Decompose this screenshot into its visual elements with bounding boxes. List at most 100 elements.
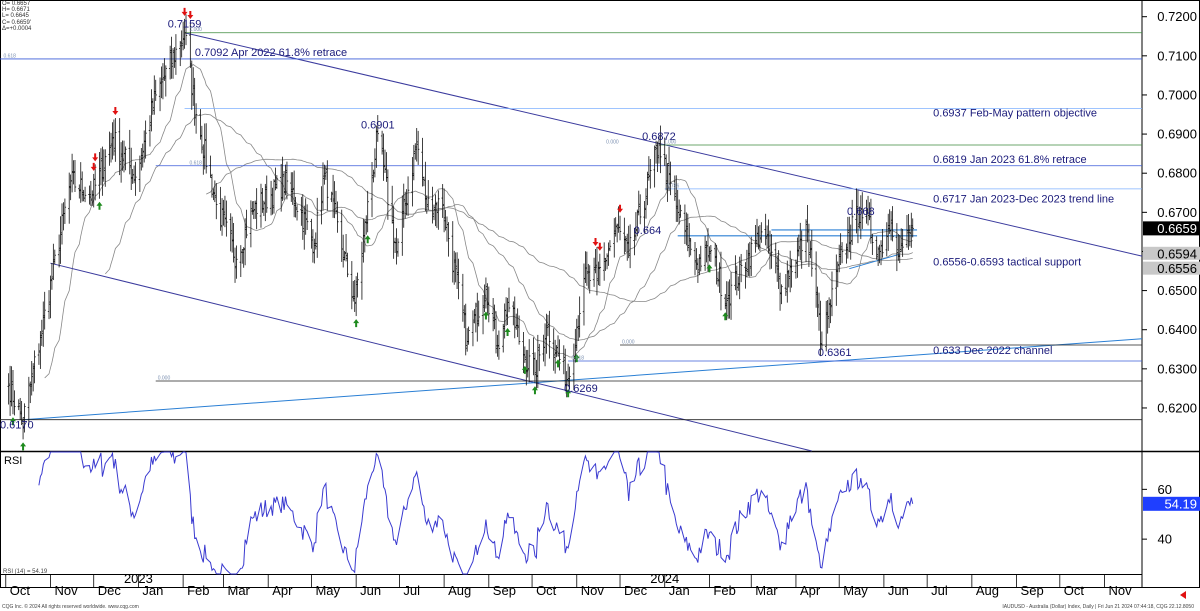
ohlc-bar bbox=[796, 237, 799, 278]
ohlc-bar bbox=[203, 123, 206, 170]
ohlc-bar bbox=[153, 75, 156, 115]
ohlc-bar bbox=[98, 152, 101, 199]
ohlc-bar bbox=[199, 109, 202, 140]
fib-ratio-label: 0.786 bbox=[667, 183, 680, 189]
ohlc-bar bbox=[252, 200, 255, 220]
ohlc-bar bbox=[800, 230, 803, 269]
ohlc-bar bbox=[200, 125, 204, 154]
ohlc-bar bbox=[431, 186, 434, 224]
ohlc-bar bbox=[654, 140, 658, 164]
annotation-label: 0.668 bbox=[847, 206, 875, 218]
month-label: Jul bbox=[403, 583, 420, 598]
month-label: Sep bbox=[493, 583, 516, 598]
ohlc-bar bbox=[578, 296, 581, 338]
ohlc-bar bbox=[437, 190, 440, 230]
ohlc-bar bbox=[491, 297, 495, 332]
ohlc-bar bbox=[604, 257, 607, 271]
month-label: Mar bbox=[227, 583, 250, 598]
ohlc-bar bbox=[395, 228, 398, 265]
price-tick-label: 0.7000 bbox=[1157, 87, 1197, 102]
ohlc-bar bbox=[279, 163, 283, 212]
ohlc-bar bbox=[18, 397, 22, 421]
ohlc-bar bbox=[481, 295, 485, 335]
month-label: Dec bbox=[98, 583, 122, 598]
ohlc-bar bbox=[414, 143, 417, 160]
scroll-left-icon[interactable] bbox=[1180, 591, 1186, 599]
ohlc-bar bbox=[748, 241, 751, 277]
ohlc-bar bbox=[679, 204, 682, 218]
ohlc-change: Δ=+0.0004 bbox=[2, 25, 32, 32]
ohlc-bar bbox=[698, 254, 701, 276]
price-tick-label: 0.6900 bbox=[1157, 127, 1197, 142]
ohlc-bar bbox=[647, 156, 651, 181]
ohlc-readout: O= 0.6657 H= 0.6671 L= 0.6645 C= 0.6659'… bbox=[2, 1, 31, 32]
ohlc-bar bbox=[786, 260, 789, 303]
price-tick-label: 0.6200 bbox=[1157, 400, 1197, 415]
ohlc-bar bbox=[465, 328, 469, 352]
month-label: May bbox=[843, 583, 868, 598]
ohlc-bar bbox=[21, 417, 25, 440]
ohlc-bar bbox=[213, 180, 217, 203]
ohlc-bar bbox=[816, 286, 819, 318]
price-label: 0.6556 bbox=[1157, 261, 1197, 276]
ohlc-bar bbox=[27, 376, 31, 425]
annotation-label: 0.6937 Feb-May pattern objective bbox=[933, 108, 1097, 120]
down-arrow-marker bbox=[592, 237, 599, 246]
price-label-box bbox=[1143, 261, 1200, 275]
ohlc-bar bbox=[233, 247, 237, 283]
ohlc-bar bbox=[526, 349, 529, 378]
ohlc-bar bbox=[305, 204, 309, 230]
ohlc-bar bbox=[435, 201, 439, 228]
ohlc-bar bbox=[747, 243, 750, 276]
ohlc-bar bbox=[809, 241, 812, 259]
price-tick-label: 0.6300 bbox=[1157, 361, 1197, 376]
down-arrow-marker bbox=[112, 107, 119, 116]
ohlc-bar bbox=[453, 250, 456, 285]
ohlc-bar bbox=[158, 77, 162, 112]
ohlc-bar bbox=[737, 276, 740, 291]
ohlc-bar bbox=[79, 162, 82, 203]
ohlc-bar bbox=[422, 176, 426, 187]
ohlc-bar bbox=[23, 403, 26, 433]
ohlc-bar bbox=[784, 274, 788, 296]
up-arrow-marker bbox=[531, 386, 538, 395]
up-arrow-marker bbox=[555, 359, 562, 368]
ohlc-bar bbox=[546, 314, 550, 337]
ohlc-bar bbox=[111, 122, 114, 160]
ohlc-bar bbox=[219, 186, 222, 231]
ohlc-bar bbox=[839, 233, 842, 266]
ohlc-bar bbox=[57, 234, 61, 268]
ohlc-bar bbox=[545, 313, 548, 354]
ohlc-bar bbox=[303, 205, 306, 250]
ohlc-bar bbox=[161, 63, 165, 100]
ohlc-bar bbox=[73, 159, 77, 193]
ohlc-bar bbox=[168, 45, 172, 80]
ohlc-bar bbox=[706, 228, 710, 272]
ohlc-bar bbox=[255, 188, 258, 230]
ohlc-bar bbox=[734, 255, 737, 291]
ohlc-bar bbox=[728, 279, 731, 319]
month-label: Dec bbox=[624, 583, 648, 598]
ohlc-bar bbox=[108, 131, 111, 166]
copyright-footer: CQG Inc. © 2024 All rights reserved worl… bbox=[2, 604, 139, 610]
ohlc-bar bbox=[292, 170, 296, 218]
ohlc-bar bbox=[754, 225, 757, 253]
down-arrow-marker bbox=[187, 10, 194, 19]
ohlc-bar bbox=[543, 323, 547, 367]
up-arrow-marker bbox=[706, 264, 713, 273]
ohlc-bar bbox=[555, 345, 558, 358]
ohlc-bar bbox=[386, 169, 390, 220]
ohlc-bar bbox=[259, 183, 263, 228]
ohlc-bar bbox=[473, 308, 476, 324]
ohlc-bar bbox=[93, 164, 97, 201]
ohlc-bar bbox=[52, 243, 55, 281]
ohlc-bar bbox=[405, 189, 408, 216]
ohlc-bar bbox=[859, 195, 863, 240]
up-arrow-marker bbox=[353, 319, 360, 328]
ohlc-bar bbox=[613, 218, 616, 258]
ohlc-bar bbox=[269, 180, 273, 216]
ohlc-bar bbox=[43, 291, 46, 330]
ohlc-bar bbox=[724, 294, 727, 310]
fib-ratio-label: 0.000 bbox=[606, 140, 619, 146]
